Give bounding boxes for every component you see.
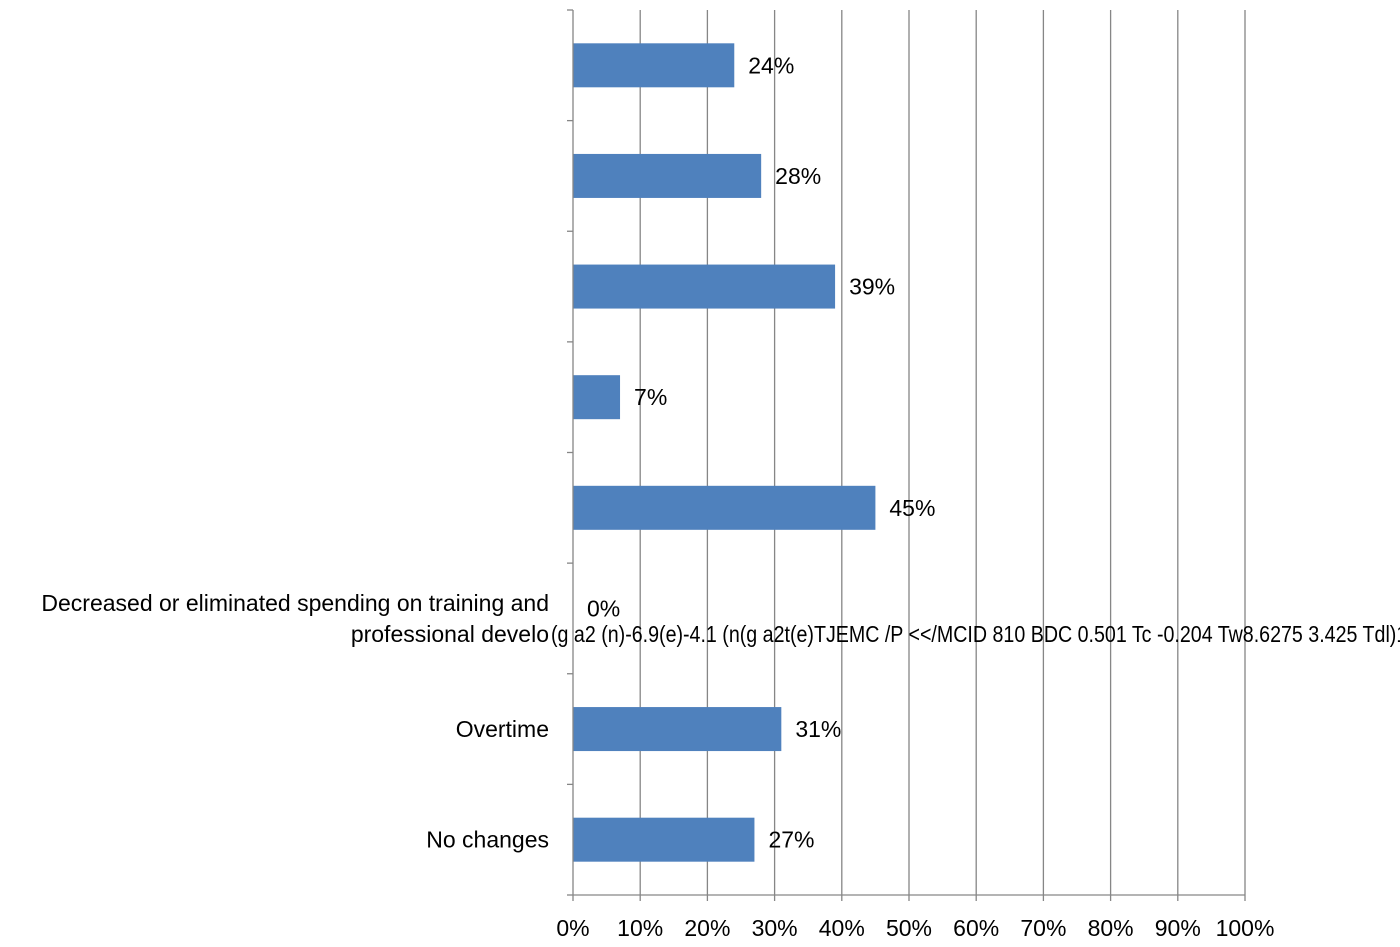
bar-7 (573, 817, 755, 862)
bar-2 (573, 264, 836, 309)
axes (567, 9, 1246, 901)
category-label-5-line-0: Decreased or eliminated spending on trai… (41, 590, 549, 616)
x-tick-label-80: 80% (1088, 915, 1134, 941)
x-tick-label-90: 90% (1155, 915, 1201, 941)
x-tick-label-40: 40% (819, 915, 865, 941)
overlay-garbled-text: (g a2 (n)-6.9(e)-4.1 (n(g a2t(e)TJEMC /P… (551, 621, 1400, 647)
data-label-0: 24% (748, 52, 794, 78)
x-tick-label-100: 100% (1216, 915, 1275, 941)
category-label-7-line-0: No changes (426, 827, 549, 853)
bar-6 (573, 707, 782, 752)
bar-3 (573, 375, 621, 420)
data-label-7: 27% (768, 827, 814, 853)
x-tick-label-30: 30% (752, 915, 798, 941)
x-tick-labels: 0% 10% 20% 30% 40% 50% 60% 70% 80% 90% 100% (556, 915, 1274, 941)
bar-0 (573, 43, 735, 88)
category-labels: Decreased or eliminated spending on trai… (41, 590, 549, 853)
x-tick-label-20: 20% (684, 915, 730, 941)
x-tick-label-0: 0% (556, 915, 589, 941)
gridlines (639, 10, 1246, 895)
x-tick-label-70: 70% (1020, 915, 1066, 941)
category-label-5-line-1: professional develo (351, 621, 549, 647)
data-label-2: 39% (849, 274, 895, 300)
x-tick-label-60: 60% (953, 915, 999, 941)
data-label-1: 28% (775, 163, 821, 189)
x-tick-label-50: 50% (886, 915, 932, 941)
data-label-5: 0% (587, 595, 620, 621)
data-label-6: 31% (795, 716, 841, 742)
bars (573, 43, 876, 862)
bar-4 (573, 485, 876, 530)
data-label-4: 45% (889, 495, 935, 521)
data-label-3: 7% (634, 384, 667, 410)
bar-1 (573, 153, 762, 198)
category-label-6-line-0: Overtime (456, 716, 549, 742)
data-labels: 24% 28% 39% 7% 45% 0% 31% 27% (587, 52, 935, 852)
x-tick-label-10: 10% (617, 915, 663, 941)
